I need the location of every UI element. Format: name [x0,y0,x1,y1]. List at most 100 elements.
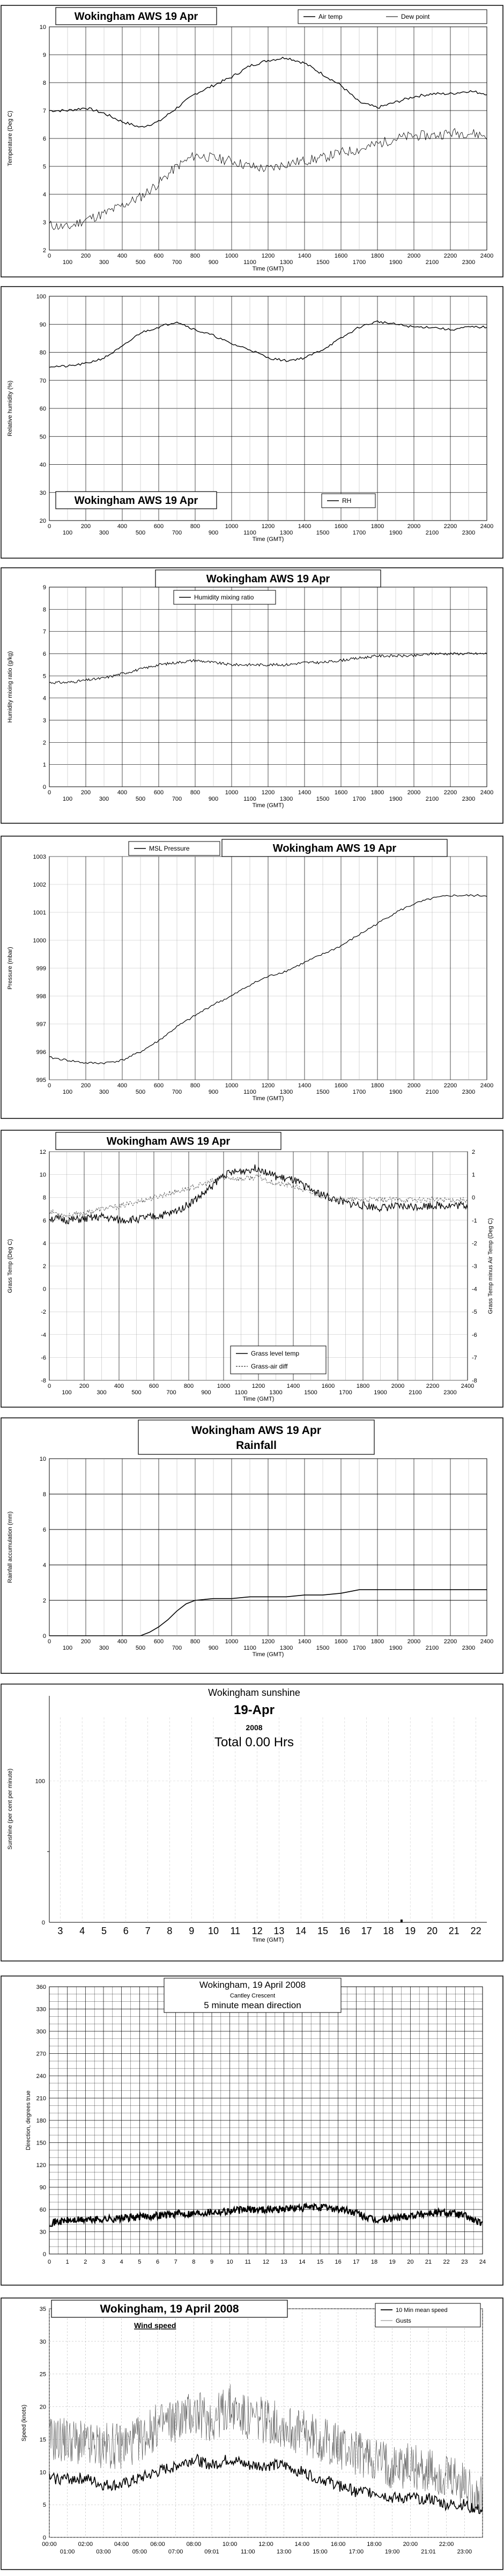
x-tick-label: 600 [149,1383,159,1389]
y-tick-label: 60 [40,406,46,412]
x-tick-label: 24 [479,2259,486,2265]
y-tick-label: 0 [43,2535,46,2541]
y-tick-label: 50 [40,434,46,440]
x-tick-label: 2400 [480,1082,493,1089]
x-tick-label: 02:00 [78,2541,93,2548]
x-tick-label: 1100 [243,530,256,536]
x-tick-label: 00:00 [42,2541,57,2548]
x-tick-label: 17 [353,2259,359,2265]
x-tick-label: 1500 [316,1645,329,1651]
x-tick-label: 12:00 [258,2541,273,2548]
x-tick-label: 1100 [243,1089,256,1095]
x-tick-label: 100 [63,1089,72,1095]
x-tick-label: 400 [117,1082,127,1089]
x-tick-label: 7 [145,1926,151,1936]
x-tick-label: 1100 [235,1389,248,1396]
x-tick-label: 1200 [252,1383,265,1389]
x-tick-label: 2000 [407,253,420,259]
x-tick-label: 1200 [262,1638,275,1645]
x-tick-label: 2100 [426,259,439,266]
x-tick-label: 600 [154,789,164,796]
pressure-chart: 995 996 997 998 999 1000 1001 1002 1003 0 200 400 60… [1,836,503,1119]
y-right-tick-label: -6 [472,1332,477,1338]
chart-subtitle: Cantley Crescent [230,1993,275,1999]
x-tick-label: 700 [172,530,182,536]
x-tick-label: 1600 [335,253,347,259]
x-tick-label: 800 [190,789,200,796]
y-right-tick-label: -4 [472,1286,477,1293]
x-tick-label: 800 [190,253,200,259]
x-tick-label: 700 [172,1089,182,1095]
x-tick-label: 1500 [316,796,329,802]
x-tick-label: 400 [117,1638,127,1645]
y-tick-label: 180 [36,2118,46,2124]
y-axis-label: Relative humidity (%) [7,380,13,436]
legend-label: Dew point [401,13,430,20]
y-tick-label: 4 [43,1240,46,1247]
x-tick-label: 16 [339,1926,350,1936]
y-tick-label: 2 [43,740,46,746]
x-tick-label: 200 [81,253,91,259]
x-tick-label: 19:00 [385,2549,400,2555]
x-tick-label: 400 [114,1383,124,1389]
y-axis-label: Sunshine (per cent per minute) [7,1768,13,1849]
y-tick-label: 5 [43,673,46,679]
x-tick-label: 17 [361,1926,372,1936]
x-axis-label: Time (GMT) [253,802,284,809]
x-tick-label: 1 [66,2259,69,2265]
x-tick-label: 300 [99,259,109,266]
x-tick-label: 15 [317,1926,328,1936]
x-tick-label: 13 [273,1926,284,1936]
x-tick-label: 100 [62,1389,71,1396]
chart-title-box [155,569,381,588]
y-tick-label: 0 [43,1633,46,1640]
y-tick-label: 240 [36,2073,46,2080]
chart-title: Wokingham AWS 19 Apr [107,1136,231,1147]
y-tick-label: 8 [43,606,46,613]
x-tick-label: 1600 [322,1383,335,1389]
y-right-tick-label: 2 [472,1149,475,1155]
y-tick-label: 150 [36,2140,46,2147]
x-tick-label: 1700 [353,796,366,802]
x-tick-label: 21 [425,2259,432,2265]
x-tick-label: 2100 [409,1389,421,1396]
dew-point-line [49,128,487,230]
x-tick-label: 200 [81,789,91,796]
x-tick-label: 12 [252,1926,263,1936]
x-tick-label: 1500 [304,1389,317,1396]
x-tick-label: 1400 [298,253,311,259]
x-tick-label: 900 [209,796,218,802]
y-right-tick-label: -5 [472,1309,477,1315]
x-tick-label: 700 [172,1645,182,1651]
x-tick-label: 6 [123,1926,129,1936]
sunshine-total: Total 0.00 Hrs [214,1735,294,1750]
y-tick-label: 4 [43,192,46,198]
x-tick-label: 07:00 [168,2549,183,2555]
y-tick-label: 5 [43,2502,46,2508]
x-tick-label: 1700 [353,530,366,536]
x-tick-label: 0 [48,1082,51,1089]
chart-title: Wokingham, 19 April 2008 [100,2303,239,2315]
y-axis-label: Grass Temp (Deg C) [7,1239,13,1293]
x-tick-label: 2200 [444,1638,457,1645]
x-tick-label: 1200 [262,789,275,796]
x-tick-label: 1400 [298,1638,311,1645]
x-axis-label: Time (GMT) [253,1095,284,1102]
x-tick-label: 2200 [444,1082,457,1089]
y-tick-label: 1002 [33,882,46,888]
x-tick-label: 2300 [462,796,475,802]
x-tick-label: 1500 [316,259,329,266]
x-tick-label: 2 [84,2259,87,2265]
x-tick-label: 600 [154,523,164,530]
y-tick-label: 35 [40,2306,46,2312]
y-tick-label: 0 [43,784,46,791]
x-tick-label: 500 [136,259,145,266]
y-tick-label: 15 [40,2436,46,2443]
x-tick-label: 1400 [298,1082,311,1089]
x-tick-label: 15 [317,2259,323,2265]
x-tick-label: 03:00 [96,2549,111,2555]
x-tick-label: 1400 [287,1383,300,1389]
